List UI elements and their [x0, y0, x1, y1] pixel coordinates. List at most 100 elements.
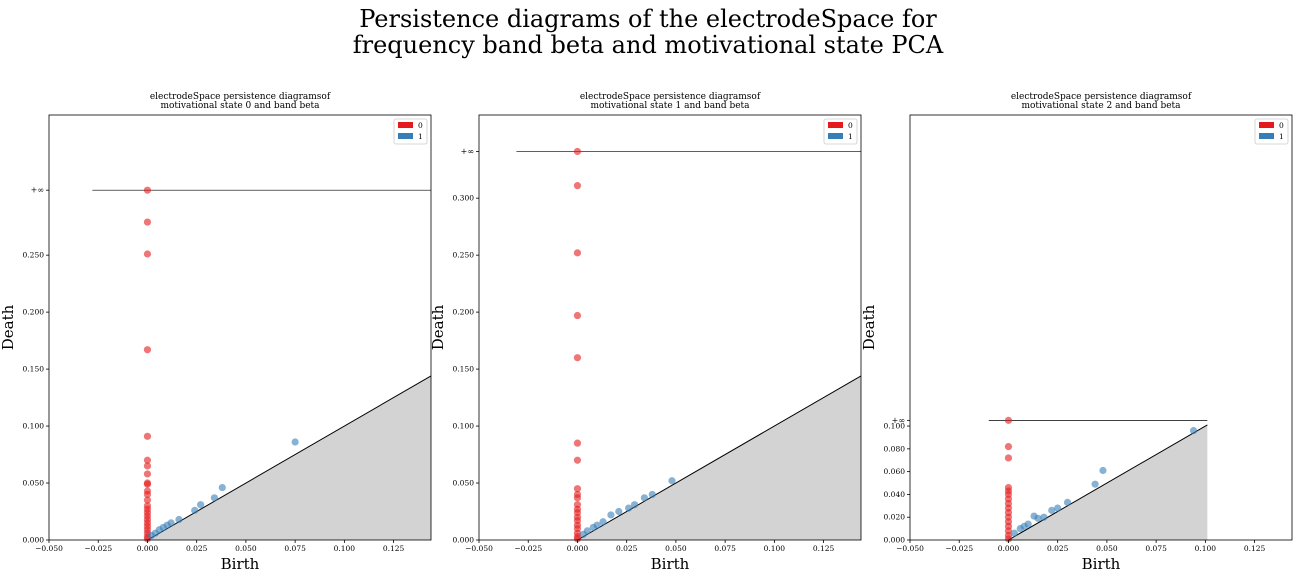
data-point: [210, 494, 219, 502]
y-axis-label: Death: [860, 304, 878, 350]
data-point: [1004, 454, 1013, 462]
x-tick-label: −0.025: [514, 544, 542, 553]
x-tick-label: 0.075: [1145, 544, 1167, 553]
data-point: [648, 490, 656, 499]
data-point: [1030, 512, 1038, 520]
x-tick-label: −0.050: [35, 544, 63, 553]
y-tick-label: 0.000: [453, 536, 475, 545]
x-tick-label: 0.075: [284, 544, 306, 553]
legend-label-1: 1: [418, 132, 423, 141]
x-tick-label: 0.125: [1244, 544, 1266, 553]
x-tick-label: 0.025: [1047, 544, 1069, 553]
diagonal-line: [577, 375, 861, 540]
data-point: [579, 530, 587, 538]
y-tick-label-infinity: +∞: [461, 147, 474, 156]
x-tick-label: 0.025: [616, 544, 638, 553]
data-point: [1189, 427, 1198, 435]
x-tick-label: 0.025: [186, 544, 208, 553]
x-tick-label: 0.100: [334, 544, 356, 553]
data-point: [1010, 529, 1018, 537]
data-point: [589, 523, 597, 532]
x-tick-label: 0.075: [714, 544, 736, 553]
data-point: [630, 501, 639, 509]
subplot-1: −0.050 −0.025 0.000 0.025 0.050 0.075 0.100 0.1…: [429, 92, 862, 573]
legend-label-0: 0: [848, 121, 853, 130]
data-point: [1048, 506, 1056, 514]
figure-title: Persistence diagrams of the electrodeSpa…: [0, 6, 1296, 58]
y-tick-label: 0.020: [884, 513, 906, 522]
legend-label-1: 1: [848, 132, 853, 141]
y-tick-label: 0.150: [23, 365, 45, 374]
x-tick-label: 0.125: [813, 544, 835, 553]
data-point: [143, 432, 152, 440]
data-point: [1063, 498, 1072, 506]
data-point: [1054, 504, 1062, 512]
data-point: [191, 506, 199, 514]
data-point: [143, 462, 152, 470]
x-tick-label: 0.100: [764, 544, 786, 553]
x-axis-label: Birth: [221, 555, 260, 573]
data-point: [1004, 535, 1013, 543]
x-tick-label: 0.125: [383, 544, 405, 553]
legend-swatch-1: [828, 133, 843, 139]
data-point: [1091, 480, 1099, 488]
x-tick-label: −0.050: [465, 544, 493, 553]
legend-label-0: 0: [418, 121, 423, 130]
data-point: [615, 507, 623, 516]
x-tick-label: 0.000: [998, 544, 1020, 553]
y-tick-label: 0.150: [453, 365, 475, 374]
data-point: [143, 490, 152, 499]
x-tick-label: −0.025: [84, 544, 112, 553]
subplot-2: −0.050 −0.025 0.000 0.025 0.050 0.075 0.100 0.1…: [860, 92, 1293, 573]
legend-swatch-0: [828, 122, 843, 128]
subplot-title-line-2: motivational state 1 and band beta: [590, 101, 750, 111]
data-point: [175, 515, 183, 524]
data-point: [573, 182, 582, 190]
subplot-title-line-2: motivational state 0 and band beta: [160, 101, 320, 111]
y-tick-label: 0.200: [453, 308, 475, 317]
x-tick-label: 0.000: [137, 544, 159, 553]
subplot-title-line-1: electrodeSpace persistence diagramsof: [1011, 92, 1192, 102]
data-point: [625, 504, 633, 512]
x-axis-label: Birth: [651, 555, 690, 573]
data-point: [573, 249, 582, 257]
figure-title-line-2: frequency band beta and motivational sta…: [352, 31, 944, 59]
x-tick-label: 0.050: [1096, 544, 1118, 553]
series-1: [579, 477, 676, 538]
diagonal-line: [1008, 424, 1208, 540]
legend-swatch-1: [398, 133, 413, 139]
data-point: [143, 218, 152, 226]
data-point: [573, 354, 582, 362]
data-point: [573, 456, 582, 464]
data-point: [143, 496, 152, 504]
data-point: [1016, 525, 1024, 533]
y-tick-label: 0.100: [23, 422, 45, 431]
y-axis-label: Death: [429, 304, 447, 350]
data-point: [640, 494, 649, 502]
x-tick-label: 0.050: [235, 544, 257, 553]
y-tick-label: 0.300: [453, 194, 475, 203]
data-point: [143, 456, 152, 464]
subplot-title-line-2: motivational state 2 and band beta: [1021, 101, 1181, 111]
legend-swatch-1: [1259, 133, 1274, 139]
data-point: [218, 483, 226, 492]
figure-title-line-1: Persistence diagrams of the electrodeSpa…: [359, 5, 937, 33]
y-tick-label: 0.060: [884, 467, 906, 476]
data-point: [197, 501, 205, 509]
y-tick-label: 0.000: [884, 536, 906, 545]
series-0: [1004, 416, 1013, 543]
subplot-title-line-1: electrodeSpace persistence diagramsof: [150, 92, 331, 102]
data-point: [143, 250, 152, 258]
data-point: [573, 311, 582, 320]
legend: 01: [393, 118, 428, 145]
data-point: [1004, 416, 1013, 424]
data-point: [291, 438, 299, 446]
y-tick-label: 0.040: [884, 490, 906, 499]
y-tick-label-infinity: +∞: [892, 416, 905, 425]
y-tick-label: 0.000: [23, 536, 45, 545]
x-tick-label: −0.025: [945, 544, 973, 553]
data-point: [143, 346, 152, 354]
y-tick-label: 0.080: [884, 444, 906, 453]
data-point: [143, 480, 152, 488]
y-axis-label: Death: [0, 304, 17, 350]
